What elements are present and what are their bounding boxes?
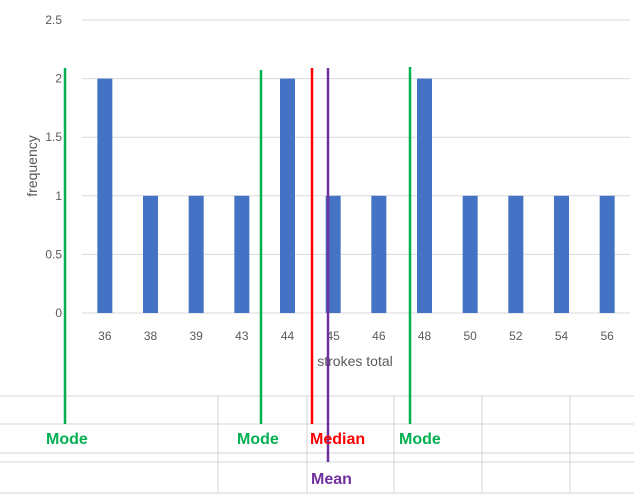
bar [508,195,524,313]
x-axis-title: strokes total [317,353,392,369]
bar [325,195,341,313]
annotation-labels: Mode Mode Median Mode Mean [46,431,441,488]
x-tick-label: 44 [281,329,295,343]
annotation-label: Mean [311,471,352,488]
x-tick-label: 52 [509,329,523,343]
annotation-label: Mode [46,431,88,448]
bar [554,195,569,313]
x-axis-ticks: 36 38 39 43 44 45 46 48 50 52 54 56 [98,329,614,343]
x-tick-label: 50 [463,329,477,343]
bar [234,195,250,313]
y-tick-label: 1.5 [45,130,62,144]
x-tick-label: 54 [555,329,569,343]
bars [97,78,615,313]
gridlines [82,19,630,314]
x-tick-label: 48 [418,329,432,343]
bar [599,195,615,313]
x-tick-label: 39 [189,329,203,343]
bar [280,78,295,313]
bar [417,78,432,313]
y-tick-label: 2.5 [45,13,62,27]
y-axis-title: frequency [24,135,40,196]
x-tick-label: 36 [98,329,112,343]
y-tick-label: 2 [55,72,62,86]
bar [143,195,158,313]
annotation-lines [63,67,412,462]
bar [188,195,204,313]
x-tick-label: 56 [600,329,614,343]
bar [462,195,478,313]
y-tick-label: 0 [55,306,62,320]
x-tick-label: 43 [235,329,249,343]
y-tick-label: 1 [55,189,62,203]
bar [97,78,113,313]
annotation-label: Mode [399,431,441,448]
spreadsheet-grid [0,395,634,494]
x-tick-label: 45 [326,329,340,343]
x-tick-label: 46 [372,329,386,343]
y-axis-ticks: 0 0.5 1 1.5 2 2.5 [45,13,62,320]
annotation-label: Mode [237,431,279,448]
x-tick-label: 38 [144,329,158,343]
y-tick-label: 0.5 [45,247,62,261]
annotation-label: Median [310,431,365,448]
bar [371,195,387,313]
